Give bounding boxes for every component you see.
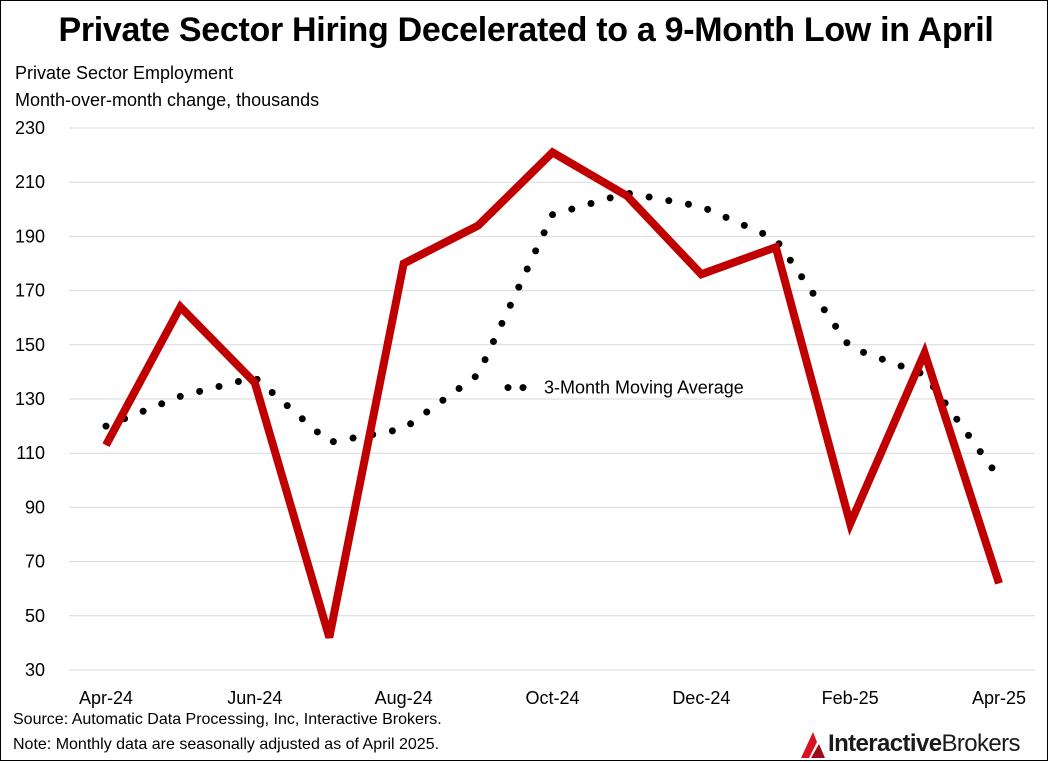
x-tick-label-apr-25: Apr-25: [972, 688, 1026, 708]
y-tick-label-150: 150: [15, 335, 45, 355]
interactive-brokers-logo-icon: [801, 732, 825, 758]
gridlines: [69, 127, 1035, 671]
x-tick-label-oct-24: Oct-24: [525, 688, 579, 708]
y-tick-label-50: 50: [25, 606, 45, 626]
interactive-brokers-logo: InteractiveBrokers: [801, 728, 1021, 760]
x-tick-label-dec-24: Dec-24: [672, 688, 730, 708]
data-point-employment-apr-24: [105, 444, 107, 446]
y-tick-label-90: 90: [25, 497, 45, 517]
data-point-employment-dec-24: [700, 273, 702, 275]
chart-subtitle-units: Month-over-month change, thousands: [15, 90, 320, 110]
chart-title: Private Sector Hiring Decelerated to a 9…: [58, 11, 994, 49]
data-point-employment-oct-24: [552, 151, 553, 153]
data-point-employment-apr-25: [998, 582, 1000, 584]
y-tick-label-110: 110: [16, 443, 45, 463]
annotation-dot-2: [519, 384, 527, 392]
data-point-employment-mar-25: [924, 352, 926, 354]
series-line-moving-average: [102, 189, 1003, 482]
data-point-employment-jan-25: [775, 246, 777, 248]
line-chart: 30 50 70 90 110 130 150 170 190 210 230 Apr-24 Jun-…: [15, 118, 1035, 708]
y-tick-label-70: 70: [25, 552, 45, 572]
logo-wordmark-interactive: Interactive: [828, 730, 942, 757]
logo-wordmark: InteractiveBrokers: [828, 730, 1021, 758]
logo-wordmark-brokers: Brokers: [941, 730, 1020, 757]
moving-average-annotation: 3-Month Moving Average: [544, 378, 744, 398]
y-tick-label-210: 210: [15, 172, 45, 192]
x-axis-tick-labels: Apr-24 Jun-24 Aug-24 Oct-24 Dec-24 Feb-25 Apr-…: [79, 688, 1026, 708]
x-tick-label-apr-24: Apr-24: [79, 688, 133, 708]
y-tick-label-190: 190: [15, 226, 45, 246]
y-tick-label-30: 30: [25, 660, 45, 680]
data-point-employment-may-24: [179, 306, 181, 308]
chart-subtitle-series: Private Sector Employment: [15, 63, 234, 83]
data-point-employment-nov-24: [626, 195, 628, 197]
data-point-employment-feb-25: [849, 523, 851, 525]
data-point-employment-jun-24: [254, 382, 256, 384]
y-tick-label-230: 230: [15, 118, 45, 138]
y-axis-tick-labels: 30 50 70 90 110 130 150 170 190 210 230: [15, 118, 45, 680]
y-tick-label-170: 170: [15, 281, 45, 301]
source-note: Source: Automatic Data Processing, Inc, …: [13, 711, 442, 728]
annotations: 3-Month Moving Average: [504, 378, 744, 398]
series: [102, 147, 1003, 639]
data-note: Note: Monthly data are seasonally adjust…: [13, 736, 440, 753]
data-point-employment-sep-24: [477, 225, 479, 227]
x-tick-label-jun-24: Jun-24: [227, 688, 282, 708]
annotation-dot-1: [504, 384, 512, 392]
data-point-employment-aug-24: [403, 263, 405, 264]
y-tick-label-130: 130: [15, 389, 45, 409]
x-tick-label-feb-25: Feb-25: [822, 688, 879, 708]
data-point-employment-jul-24: [328, 636, 330, 638]
x-tick-label-aug-24: Aug-24: [375, 688, 433, 708]
